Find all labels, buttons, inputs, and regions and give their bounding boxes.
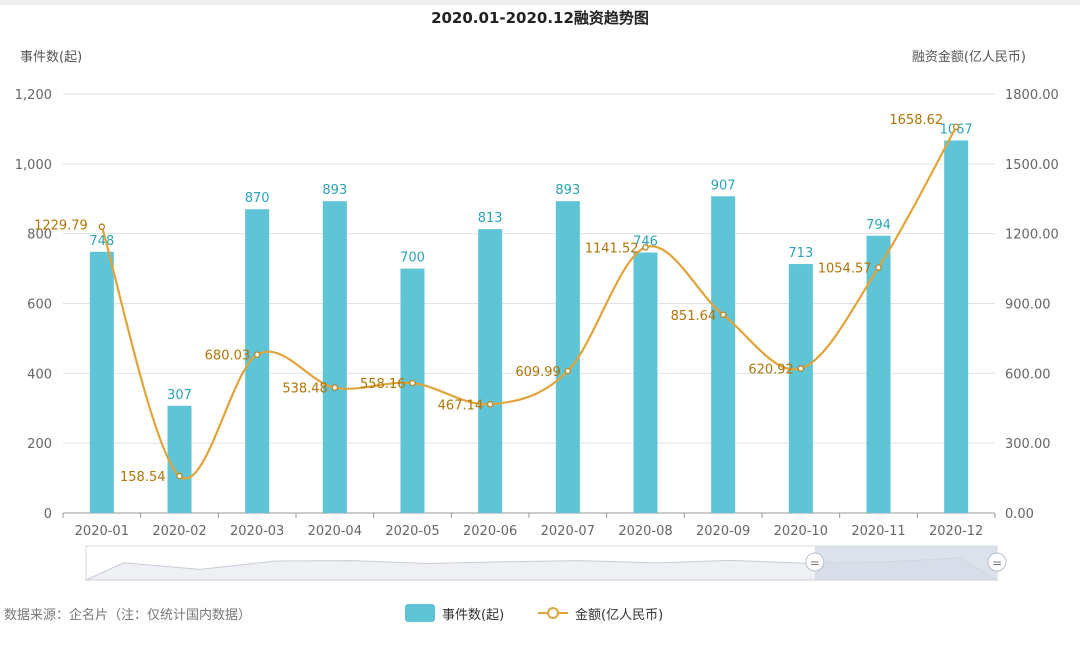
bar [788,264,813,513]
right-tick-label: 300.00 [1005,437,1051,452]
line-point [719,311,727,319]
legend-event-count[interactable]: 事件数(起) [442,608,504,623]
bar [866,235,891,514]
bar [944,140,969,514]
bar [89,251,114,513]
zoom-handle-glyph: = [810,556,820,570]
amount-labels: 1229.79 158.54 680.03 538.48 558.16 467.14 609… [34,113,943,485]
zoom-selection[interactable] [814,546,997,580]
bar-value-label: 307 [167,388,192,403]
bar [633,252,658,513]
bar-value-label: 713 [788,246,813,261]
legend-bar-swatch[interactable] [405,604,435,622]
left-tick-label: 800 [27,228,52,243]
x-tick-label: 2020-03 [230,524,284,539]
left-tick-label: 1,000 [15,158,52,173]
line-value-label: 609.99 [515,365,561,380]
bar-value-label: 893 [322,183,347,198]
bar [478,229,503,513]
line-point [564,367,572,375]
left-tick-label: 200 [27,437,52,452]
x-tick-label: 2020-08 [618,524,672,539]
x-tick-label: 2020-10 [774,524,828,539]
line-point [486,400,494,408]
right-axis-label: 融资金额(亿人民币) [912,49,1026,65]
line-value-label: 538.48 [282,382,328,397]
right-tick-label: 1500.00 [1005,158,1059,173]
event-count-bars [89,140,969,514]
legend-line-marker-icon[interactable] [547,607,559,619]
line-point [98,223,106,231]
x-tick-label: 2020-12 [929,524,983,539]
line-value-label: 1229.79 [34,219,88,234]
legend-amount[interactable]: 金额(亿人民币) [575,607,663,623]
x-axis-ticks: 2020-01 2020-02 2020-03 2020-04 2020-05 2020-… [62,513,996,539]
bar-value-label: 893 [555,183,580,198]
right-tick-label: 600.00 [1005,367,1051,382]
right-axis-ticks: 0.00 300.00 600.00 900.00 1200.00 1500.00 1800… [1005,88,1059,522]
line-value-label: 680.03 [205,349,251,364]
line-point [409,379,416,387]
line-point [642,243,649,251]
line-point [253,351,261,359]
line-value-label: 558.16 [360,377,406,392]
zoom-handle-start-icon[interactable] [805,552,825,572]
amount-line [100,126,958,480]
bar-value-label: 748 [89,234,114,249]
left-tick-label: 0 [44,507,52,522]
x-tick-label: 2020-01 [75,524,129,539]
line-point [176,472,183,480]
bar-value-label: 907 [711,178,736,193]
line-value-label: 1054.57 [818,262,872,277]
amount-line-series [98,123,960,480]
bar [400,268,425,513]
chart-legend[interactable]: 事件数(起) 金额(亿人民币) [405,604,663,623]
bar [167,405,192,513]
right-tick-label: 0.00 [1005,507,1034,522]
x-tick-label: 2020-07 [541,524,595,539]
left-axis-ticks: 0 200 400 600 800 1,000 1,200 [15,88,52,522]
line-value-label: 851.64 [671,309,717,324]
x-tick-label: 2020-11 [851,524,905,539]
grid-lines [63,93,995,514]
bar-value-label: 813 [478,211,503,226]
right-tick-label: 900.00 [1005,298,1051,313]
x-tick-label: 2020-06 [463,524,517,539]
data-source-note: 数据来源：企名片（注：仅统计国内数据） [4,607,251,623]
left-tick-label: 400 [27,367,52,382]
line-point [952,123,960,131]
bar-value-label: 794 [866,218,891,233]
left-axis-label: 事件数(起) [20,50,82,65]
line-value-label: 1658.62 [889,113,943,128]
x-tick-label: 2020-09 [696,524,750,539]
zoom-handle-glyph: = [992,556,1002,570]
x-tick-label: 2020-04 [308,524,362,539]
left-tick-label: 600 [27,298,52,313]
line-value-label: 467.14 [438,398,484,413]
bar-value-label: 700 [400,251,425,266]
bar-value-label: 870 [245,191,270,206]
top-strip [0,0,1080,5]
event-count-labels: 7483078708937008138937469077137941067 [89,122,972,402]
chart-title: 2020.01-2020.12融资趋势图 [431,9,649,27]
right-tick-label: 1800.00 [1005,88,1059,103]
line-point [875,264,882,271]
line-value-label: 620.92 [748,362,794,377]
bar [555,201,580,514]
data-zoom-slider[interactable]: = = [85,545,1007,581]
zoom-handle-end-icon[interactable] [987,552,1007,572]
line-point [331,384,339,391]
bar [322,201,347,514]
x-tick-label: 2020-05 [385,524,439,539]
x-tick-label: 2020-02 [152,524,206,539]
right-tick-label: 1200.00 [1005,228,1059,243]
bar [711,196,736,513]
line-point [797,365,805,372]
left-tick-label: 1,200 [15,88,52,103]
line-value-label: 1141.52 [585,241,639,256]
line-value-label: 158.54 [120,470,166,485]
